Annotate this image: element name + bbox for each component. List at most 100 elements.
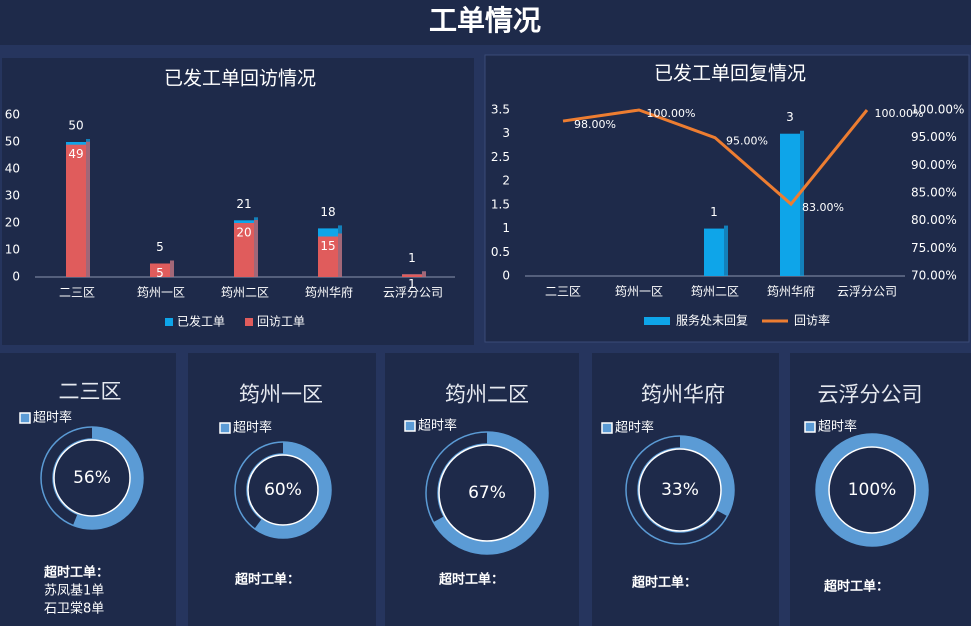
y2-tick-label: 75.00% bbox=[911, 241, 957, 255]
legend-label: 超时率 bbox=[418, 418, 457, 434]
data-label: 18 bbox=[320, 205, 335, 219]
panel bbox=[188, 353, 376, 626]
bar bbox=[234, 223, 254, 277]
y-tick-label: 30 bbox=[5, 189, 20, 203]
chart-title: 云浮分公司 bbox=[818, 383, 923, 407]
legend-swatch bbox=[404, 420, 416, 432]
data-label: 95.00% bbox=[726, 135, 768, 148]
center-label: 100% bbox=[848, 480, 897, 500]
bar bbox=[704, 228, 724, 276]
y-tick-label: 1 bbox=[502, 221, 510, 235]
legend-label: 已发工单 bbox=[177, 314, 225, 329]
center-label: 33% bbox=[661, 480, 699, 500]
data-label: 83.00% bbox=[802, 201, 844, 214]
data-label: 1 bbox=[710, 205, 718, 219]
x-tick-label: 筠州华府 bbox=[305, 285, 353, 300]
y2-tick-label: 100.00% bbox=[911, 103, 964, 117]
bar-side bbox=[422, 271, 426, 277]
annotation-title: 超时工单： bbox=[632, 575, 697, 591]
donut-arc bbox=[426, 432, 548, 554]
y2-tick-label: 90.00% bbox=[911, 158, 957, 172]
ring-inner bbox=[638, 448, 722, 532]
panel bbox=[0, 353, 176, 626]
ring-inner bbox=[828, 446, 916, 534]
x-tick-label: 云浮分公司 bbox=[383, 286, 443, 300]
data-label: 1 bbox=[408, 277, 416, 291]
legend-label: 超时率 bbox=[615, 420, 654, 436]
chart-title: 筠州二区 bbox=[445, 383, 529, 407]
y-tick-label: 2.5 bbox=[491, 150, 510, 164]
data-label: 5 bbox=[156, 266, 164, 280]
chart-title: 已发工单回复情况 bbox=[654, 62, 806, 84]
x-tick-label: 筠州二区 bbox=[221, 286, 269, 300]
data-label: 49 bbox=[68, 147, 83, 161]
y-tick-label: 0 bbox=[12, 270, 20, 284]
y2-tick-label: 85.00% bbox=[911, 186, 957, 200]
annotation-title: 超时工单： bbox=[235, 572, 300, 588]
chart-title: 筠州一区 bbox=[239, 383, 323, 407]
legend-label: 回访工单 bbox=[257, 315, 305, 329]
legend-swatch bbox=[601, 422, 613, 434]
bar bbox=[150, 263, 170, 277]
chart-title: 二三区 bbox=[59, 380, 122, 404]
y-tick-label: 1.5 bbox=[491, 197, 510, 211]
y-tick-label: 3 bbox=[502, 126, 510, 140]
data-label: 98.00% bbox=[574, 118, 616, 131]
y-tick-label: 0.5 bbox=[491, 245, 510, 259]
y-tick-label: 3.5 bbox=[491, 103, 510, 117]
x-tick-label: 二三区 bbox=[59, 286, 95, 300]
bar-side bbox=[170, 260, 174, 277]
bar bbox=[66, 144, 86, 277]
data-label: 5 bbox=[156, 240, 164, 254]
x-tick-label: 筠州一区 bbox=[615, 285, 663, 299]
y2-tick-label: 70.00% bbox=[911, 269, 957, 283]
panel bbox=[484, 54, 970, 343]
y-tick-label: 40 bbox=[5, 162, 20, 176]
ring-inner bbox=[438, 444, 536, 542]
annotation: 石卫棠8单 bbox=[44, 602, 104, 617]
line bbox=[562, 108, 869, 207]
header-bar bbox=[0, 0, 971, 45]
data-label: 21 bbox=[236, 197, 251, 211]
data-label: 1 bbox=[408, 251, 416, 265]
donut-arc bbox=[816, 434, 928, 546]
bar-side bbox=[338, 233, 342, 277]
y-tick-label: 20 bbox=[5, 216, 20, 230]
panel bbox=[592, 353, 779, 626]
y-tick-label: 0 bbox=[502, 269, 510, 283]
data-label: 15 bbox=[320, 239, 335, 253]
y-tick-label: 60 bbox=[5, 108, 20, 122]
legend-label: 超时率 bbox=[233, 420, 272, 436]
bar-side bbox=[800, 130, 804, 276]
ring-inner bbox=[53, 439, 131, 517]
ring-inner bbox=[247, 454, 319, 526]
donut-arc bbox=[235, 442, 331, 538]
chart-title: 筠州华府 bbox=[641, 383, 725, 407]
legend-swatch bbox=[804, 421, 816, 433]
data-label: 50 bbox=[68, 119, 83, 133]
annotation: 苏凤基1单 bbox=[44, 583, 104, 599]
y-tick-label: 10 bbox=[5, 243, 20, 257]
data-label: 3 bbox=[786, 110, 794, 124]
bar-side bbox=[86, 141, 90, 277]
center-label: 56% bbox=[73, 468, 111, 488]
bar-side bbox=[724, 225, 728, 276]
legend-label: 超时率 bbox=[818, 419, 857, 435]
annotation-title: 超时工单： bbox=[44, 565, 109, 581]
data-label: 100.00% bbox=[647, 107, 696, 120]
legend-swatch bbox=[19, 412, 31, 424]
donut-arc bbox=[41, 427, 143, 529]
x-tick-label: 筠州华府 bbox=[767, 284, 815, 299]
legend-swatch bbox=[165, 318, 173, 326]
x-tick-label: 云浮分公司 bbox=[837, 285, 897, 299]
center-label: 60% bbox=[264, 480, 302, 500]
bar-side bbox=[254, 220, 258, 277]
center-label: 67% bbox=[468, 483, 506, 503]
data-label: 20 bbox=[236, 226, 251, 240]
legend-swatch bbox=[219, 422, 231, 434]
legend-label: 回访率 bbox=[794, 313, 830, 328]
y-tick-label: 50 bbox=[5, 135, 20, 149]
legend-swatch bbox=[644, 317, 670, 325]
page-title: 工单情况 bbox=[429, 4, 541, 37]
